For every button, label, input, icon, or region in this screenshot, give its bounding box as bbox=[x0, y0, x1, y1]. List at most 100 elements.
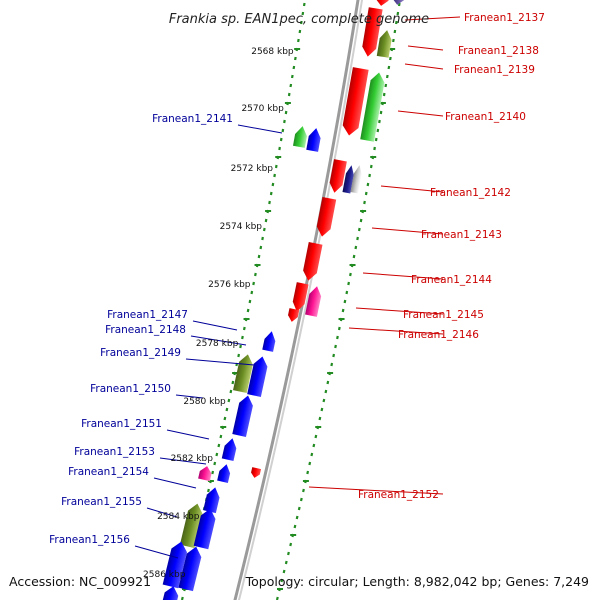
leader-line bbox=[185, 358, 255, 366]
gene-label[interactable]: Franean1_2139 bbox=[454, 64, 535, 76]
gene-label[interactable]: Franean1_2152 bbox=[358, 489, 439, 501]
gene-label[interactable]: Franean1_2147 bbox=[107, 309, 188, 321]
tick-ring-outer-tick bbox=[332, 353, 336, 358]
tick-ring-outer-tick bbox=[387, 65, 391, 70]
gene-arrow bbox=[329, 159, 347, 193]
gene-label[interactable]: Franean1_2142 bbox=[430, 187, 511, 199]
tick-ring-outer-tick bbox=[330, 362, 334, 367]
tick-ring-outer-tick bbox=[287, 551, 290, 556]
gene-arrow bbox=[305, 286, 322, 317]
gene-arrow bbox=[203, 487, 220, 514]
kbp-tick-label: 2578 kbp bbox=[196, 339, 239, 349]
tick-ring-inner-tick bbox=[287, 92, 291, 97]
gene-label[interactable]: Franean1_2148 bbox=[105, 324, 186, 336]
gene-label[interactable]: Franean1_2138 bbox=[458, 45, 539, 57]
gene-arrow bbox=[288, 308, 300, 322]
tick-ring-outer-tick bbox=[356, 236, 359, 241]
tick-ring-outer-tick bbox=[389, 56, 392, 61]
tick-ring-inner-tick bbox=[229, 389, 233, 394]
tick-ring-outer-tick bbox=[334, 344, 337, 349]
tick-ring-outer-tick bbox=[306, 470, 310, 475]
leader-line bbox=[134, 545, 179, 559]
leader-line bbox=[404, 16, 461, 21]
tick-ring-inner-tick bbox=[231, 380, 235, 385]
tick-ring-inner-tick bbox=[215, 452, 219, 457]
gene-arrow bbox=[193, 508, 216, 550]
leader-line bbox=[166, 429, 210, 440]
tick-ring-inner-tick bbox=[237, 353, 241, 358]
tick-ring-outer-tick bbox=[368, 173, 371, 178]
leader-line bbox=[407, 45, 444, 51]
gene-arrow bbox=[162, 586, 179, 600]
tick-ring-outer-tick bbox=[363, 200, 366, 205]
gene-label[interactable]: Franean1_2145 bbox=[403, 309, 484, 321]
tick-ring-outer-tick bbox=[336, 335, 339, 340]
gene-label[interactable]: Franean1_2140 bbox=[445, 111, 526, 123]
leader-line bbox=[190, 335, 247, 346]
gene-arrow bbox=[360, 72, 385, 142]
leader-line bbox=[404, 63, 444, 70]
tick-ring-outer-tick bbox=[324, 389, 328, 394]
gene-arrow bbox=[247, 356, 268, 398]
gene-label[interactable]: Franean1_2155 bbox=[61, 496, 142, 508]
tick-ring-outer-tick bbox=[379, 110, 383, 115]
tick-ring-inner-tick bbox=[292, 65, 296, 70]
tick-ring-outer-tick bbox=[343, 299, 347, 304]
gene-label[interactable]: Franean1_2156 bbox=[49, 534, 130, 546]
tick-ring-outer-tick bbox=[369, 164, 373, 169]
tick-ring-inner-tick bbox=[219, 434, 223, 439]
tick-ring-inner-tick bbox=[239, 344, 242, 349]
tick-ring-outer-tick bbox=[312, 443, 316, 448]
tick-ring-inner-tick bbox=[246, 308, 250, 313]
tick-ring-outer-tick bbox=[308, 461, 312, 466]
gene-label[interactable]: Franean1_2154 bbox=[68, 466, 149, 478]
gene-label[interactable]: Franean1_2150 bbox=[90, 383, 171, 395]
gene-label[interactable]: Franean1_2146 bbox=[398, 329, 479, 341]
tick-ring-inner-tick bbox=[250, 290, 254, 295]
tick-ring-outer-tick bbox=[318, 416, 322, 421]
tick-ring-outer-tick bbox=[382, 92, 386, 97]
tick-ring-outer-tick bbox=[345, 290, 349, 295]
tick-ring-outer-tick bbox=[289, 542, 293, 547]
tick-ring-inner-tick bbox=[223, 416, 227, 421]
gene-label[interactable]: Franean1_2153 bbox=[74, 446, 155, 458]
tick-ring-inner-tick bbox=[261, 236, 264, 241]
tick-ring-inner-tick bbox=[241, 335, 244, 340]
kbp-tick-label: 2582 kbp bbox=[171, 454, 214, 464]
tick-ring-outer-tick bbox=[352, 254, 356, 259]
gene-label[interactable]: Franean1_2144 bbox=[411, 274, 492, 286]
tick-ring-inner-tick bbox=[271, 182, 275, 187]
gene-arrow bbox=[251, 467, 262, 478]
tick-ring-outer-tick bbox=[310, 452, 314, 457]
gene-arrow bbox=[303, 241, 323, 281]
tick-ring-inner-tick bbox=[254, 272, 257, 277]
gene-arrow bbox=[217, 464, 231, 484]
gene-label[interactable]: Franean1_2151 bbox=[81, 418, 162, 430]
gene-label[interactable]: Franean1_2143 bbox=[421, 229, 502, 241]
kbp-tick-label: 2570 kbp bbox=[241, 104, 284, 114]
tick-ring-outer-tick bbox=[359, 218, 363, 223]
tick-ring-inner-tick bbox=[264, 218, 268, 223]
leader-line bbox=[153, 477, 197, 489]
gene-arrow bbox=[221, 438, 237, 462]
tick-ring-outer-tick bbox=[384, 83, 388, 88]
tick-ring-inner-tick bbox=[257, 254, 261, 259]
tick-ring-outer-tick bbox=[302, 488, 305, 493]
leader-line bbox=[175, 394, 204, 399]
tick-ring-outer-tick bbox=[347, 281, 350, 286]
gene-label[interactable]: Franean1_2137 bbox=[464, 12, 545, 24]
topology-label: Topology: circular; Length: 8,982,042 bp… bbox=[245, 574, 589, 589]
leader-line bbox=[397, 110, 444, 117]
tick-ring-inner-tick bbox=[279, 137, 283, 142]
gene-label[interactable]: Franean1_2149 bbox=[100, 347, 181, 359]
tick-ring-outer-tick bbox=[374, 137, 378, 142]
leader-line bbox=[308, 486, 444, 495]
tick-ring-inner-tick bbox=[289, 83, 293, 88]
gene-arrow bbox=[362, 7, 383, 57]
kbp-tick-label: 2580 kbp bbox=[183, 397, 226, 407]
leader-line bbox=[371, 227, 444, 235]
tick-ring-inner-tick bbox=[268, 200, 271, 205]
leader-line bbox=[348, 327, 444, 335]
tick-ring-outer-tick bbox=[320, 407, 324, 412]
gene-label[interactable]: Franean1_2141 bbox=[152, 113, 233, 125]
